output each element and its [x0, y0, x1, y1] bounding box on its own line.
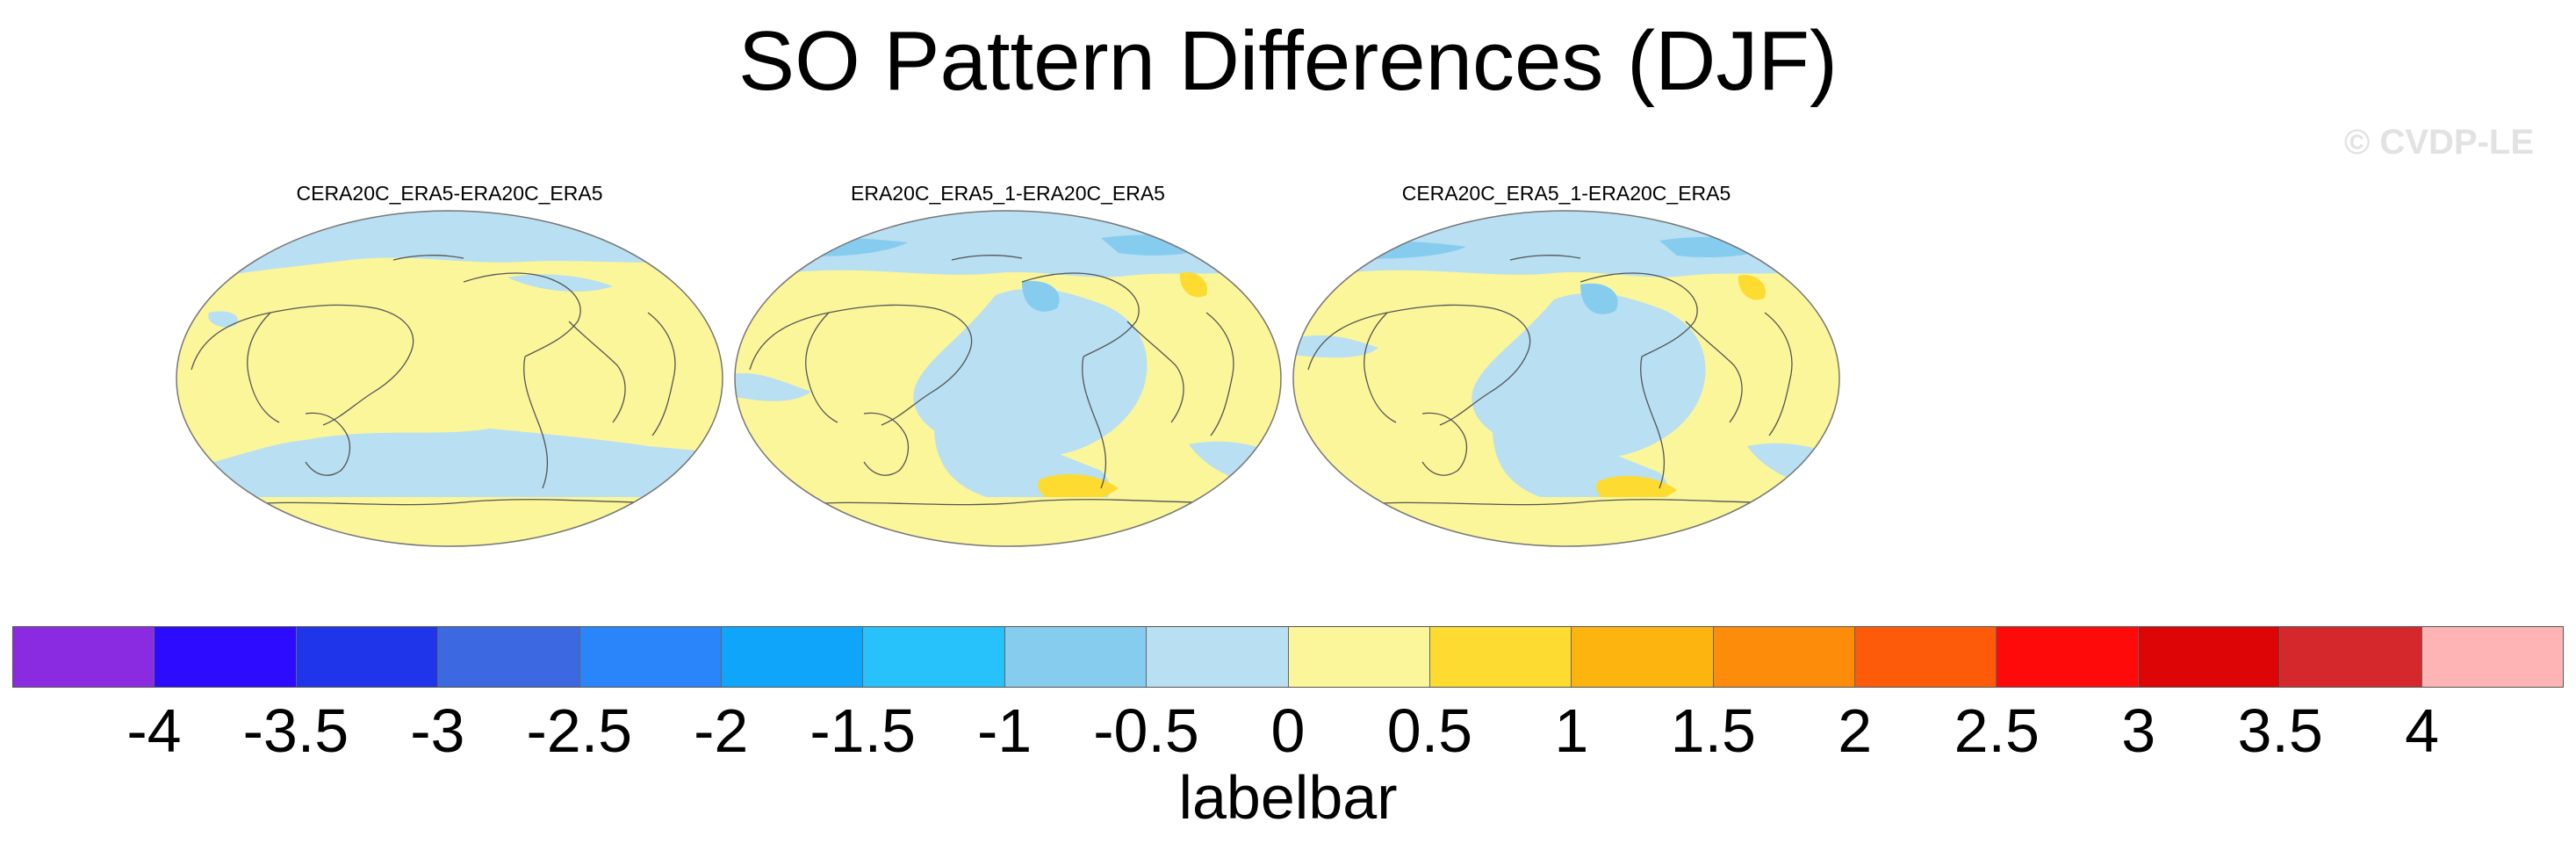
color-swatch-8 — [1147, 627, 1289, 687]
map-panel-1 — [176, 210, 723, 547]
color-swatch-14 — [1997, 627, 2139, 687]
color-legend-tick-label: 2.5 — [1954, 696, 2040, 765]
color-legend-tick-label: -1 — [976, 696, 1033, 765]
map-panel-2 — [734, 210, 1282, 547]
color-legend-tick-label: 2 — [1838, 696, 1873, 765]
panel-title-2: ERA20C_ERA5_1-ERA20C_ERA5 — [851, 182, 1165, 205]
watermark: © CVDP-LE — [2343, 123, 2534, 162]
color-swatch-16 — [2280, 627, 2422, 687]
color-legend-title: labelbar — [1178, 763, 1398, 832]
color-swatch-2 — [296, 627, 439, 687]
map-panel-3 — [1292, 210, 1840, 547]
color-swatch-9 — [1288, 627, 1430, 687]
color-legend-tick-label: -1.5 — [809, 696, 916, 765]
panel-title-3: CERA20C_ERA5_1-ERA20C_ERA5 — [1401, 182, 1731, 205]
color-swatch-17 — [2421, 627, 2564, 687]
color-legend-tick-label: -0.5 — [1093, 696, 1199, 765]
color-legend-tick-label: 4 — [2405, 696, 2440, 765]
color-legend-tick-label: 1.5 — [1670, 696, 1756, 765]
color-swatch-4 — [579, 627, 722, 687]
color-swatch-6 — [863, 627, 1005, 687]
color-legend-tick-label: -2.5 — [526, 696, 633, 765]
color-swatch-10 — [1429, 627, 1572, 687]
color-swatch-13 — [1855, 627, 1997, 687]
color-swatch-1 — [155, 627, 297, 687]
color-swatch-0 — [13, 627, 155, 687]
color-legend-tick-label: 3 — [2121, 696, 2156, 765]
color-legend-tick-label: 0 — [1270, 696, 1306, 765]
color-swatch-15 — [2138, 627, 2281, 687]
color-legend-tick-label: -2 — [694, 696, 749, 765]
color-legend-tick-label: -3 — [410, 696, 465, 765]
color-legend-tick-label: -4 — [126, 696, 182, 765]
color-legend-bar — [12, 626, 2564, 688]
color-legend-tick-label: 0.5 — [1386, 696, 1473, 765]
panel-title-1: CERA20C_ERA5-ERA20C_ERA5 — [296, 182, 603, 205]
page-title: SO Pattern Differences (DJF) — [738, 14, 1838, 108]
color-legend-tick-label: 3.5 — [2237, 696, 2323, 765]
color-swatch-11 — [1572, 627, 1714, 687]
color-swatch-7 — [1004, 627, 1148, 687]
color-swatch-3 — [438, 627, 580, 687]
color-legend-tick-label: 1 — [1554, 696, 1589, 765]
color-swatch-5 — [721, 627, 864, 687]
color-swatch-12 — [1713, 627, 1856, 687]
color-legend-tick-label: -3.5 — [242, 696, 349, 765]
